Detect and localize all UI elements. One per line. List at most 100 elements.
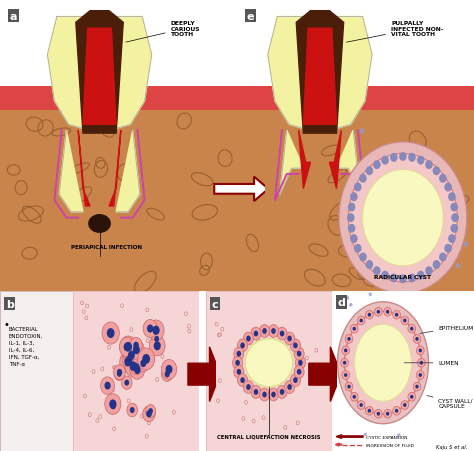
Circle shape xyxy=(284,332,294,345)
Circle shape xyxy=(128,351,135,360)
Circle shape xyxy=(401,317,409,325)
Circle shape xyxy=(121,376,132,390)
Circle shape xyxy=(298,360,303,366)
Circle shape xyxy=(409,154,415,162)
Text: Kaju S et al.: Kaju S et al. xyxy=(436,444,467,449)
Circle shape xyxy=(268,325,279,338)
Circle shape xyxy=(346,297,349,299)
Circle shape xyxy=(410,395,413,399)
Circle shape xyxy=(126,356,132,364)
Circle shape xyxy=(366,261,373,269)
Circle shape xyxy=(360,130,364,134)
Circle shape xyxy=(413,382,421,391)
Bar xyxy=(0,0,237,87)
Circle shape xyxy=(445,184,451,191)
Circle shape xyxy=(155,336,159,342)
Circle shape xyxy=(369,293,372,296)
Circle shape xyxy=(393,311,401,319)
Circle shape xyxy=(410,327,413,331)
Text: BACTERIAL
ENDOTOXIN,
IL-1, IL-3,
IL-4, IL-6,
IFN, TGF-α,
TNF-α: BACTERIAL ENDOTOXIN, IL-1, IL-3, IL-4, I… xyxy=(9,326,43,366)
Circle shape xyxy=(433,168,439,175)
Circle shape xyxy=(365,406,373,415)
Circle shape xyxy=(100,377,114,395)
Circle shape xyxy=(408,325,416,333)
Circle shape xyxy=(417,371,424,380)
Circle shape xyxy=(120,336,137,358)
Text: DEEPLY
CARIOUS
TOOTH: DEEPLY CARIOUS TOOTH xyxy=(126,21,200,43)
Circle shape xyxy=(254,389,258,395)
Circle shape xyxy=(151,332,162,346)
Circle shape xyxy=(418,272,424,279)
Text: CYSTIC EXPANSION: CYSTIC EXPANSION xyxy=(366,435,408,438)
Circle shape xyxy=(377,310,380,314)
Text: •: • xyxy=(4,320,9,330)
Circle shape xyxy=(451,204,457,212)
Circle shape xyxy=(347,337,351,341)
Circle shape xyxy=(237,369,241,375)
Polygon shape xyxy=(329,131,341,189)
Circle shape xyxy=(246,336,251,341)
Circle shape xyxy=(350,392,358,401)
Polygon shape xyxy=(59,131,83,212)
Circle shape xyxy=(162,367,173,382)
Circle shape xyxy=(366,168,373,175)
FancyArrow shape xyxy=(214,177,268,202)
Circle shape xyxy=(235,360,240,366)
Circle shape xyxy=(456,264,460,268)
Circle shape xyxy=(464,242,467,246)
Circle shape xyxy=(377,412,380,416)
Circle shape xyxy=(154,341,161,350)
Circle shape xyxy=(104,382,110,390)
Circle shape xyxy=(153,326,160,335)
Circle shape xyxy=(124,345,139,365)
Circle shape xyxy=(122,351,137,368)
Circle shape xyxy=(347,214,354,222)
Circle shape xyxy=(164,371,170,377)
Circle shape xyxy=(293,377,298,383)
Circle shape xyxy=(449,235,455,243)
Circle shape xyxy=(353,327,356,331)
Circle shape xyxy=(284,381,294,394)
Circle shape xyxy=(137,348,155,370)
Circle shape xyxy=(130,338,142,353)
Circle shape xyxy=(344,373,347,377)
Text: d: d xyxy=(337,297,346,307)
Circle shape xyxy=(134,366,141,374)
Circle shape xyxy=(148,320,164,341)
Polygon shape xyxy=(303,29,337,125)
Circle shape xyxy=(125,342,132,352)
Ellipse shape xyxy=(245,339,293,387)
Circle shape xyxy=(277,327,287,340)
Circle shape xyxy=(237,374,247,387)
Polygon shape xyxy=(337,131,360,195)
Circle shape xyxy=(259,388,270,401)
Circle shape xyxy=(262,392,267,397)
Text: RADICULAR CYST: RADICULAR CYST xyxy=(374,274,431,279)
Circle shape xyxy=(343,361,346,365)
Circle shape xyxy=(271,392,276,397)
Circle shape xyxy=(234,348,244,360)
Circle shape xyxy=(246,384,251,390)
Text: CENTRAL LIQUEFACTION NECROSIS: CENTRAL LIQUEFACTION NECROSIS xyxy=(217,433,321,438)
Circle shape xyxy=(291,374,301,387)
FancyArrow shape xyxy=(335,443,342,446)
Circle shape xyxy=(391,154,397,162)
Circle shape xyxy=(147,325,154,333)
Circle shape xyxy=(374,267,380,275)
FancyArrow shape xyxy=(336,435,363,438)
Circle shape xyxy=(291,339,301,352)
Circle shape xyxy=(359,319,363,323)
Circle shape xyxy=(400,276,406,283)
Polygon shape xyxy=(296,12,344,134)
Circle shape xyxy=(415,385,419,389)
Circle shape xyxy=(398,434,400,437)
Circle shape xyxy=(149,336,165,356)
Text: e: e xyxy=(246,12,254,22)
Circle shape xyxy=(395,409,398,413)
Circle shape xyxy=(251,386,261,399)
Circle shape xyxy=(386,310,389,314)
Text: PULPALLY
INFECTED NON-
VITAL TOOTH: PULPALLY INFECTED NON- VITAL TOOTH xyxy=(346,21,443,43)
Circle shape xyxy=(271,328,276,334)
Circle shape xyxy=(451,225,457,233)
Circle shape xyxy=(280,389,284,395)
